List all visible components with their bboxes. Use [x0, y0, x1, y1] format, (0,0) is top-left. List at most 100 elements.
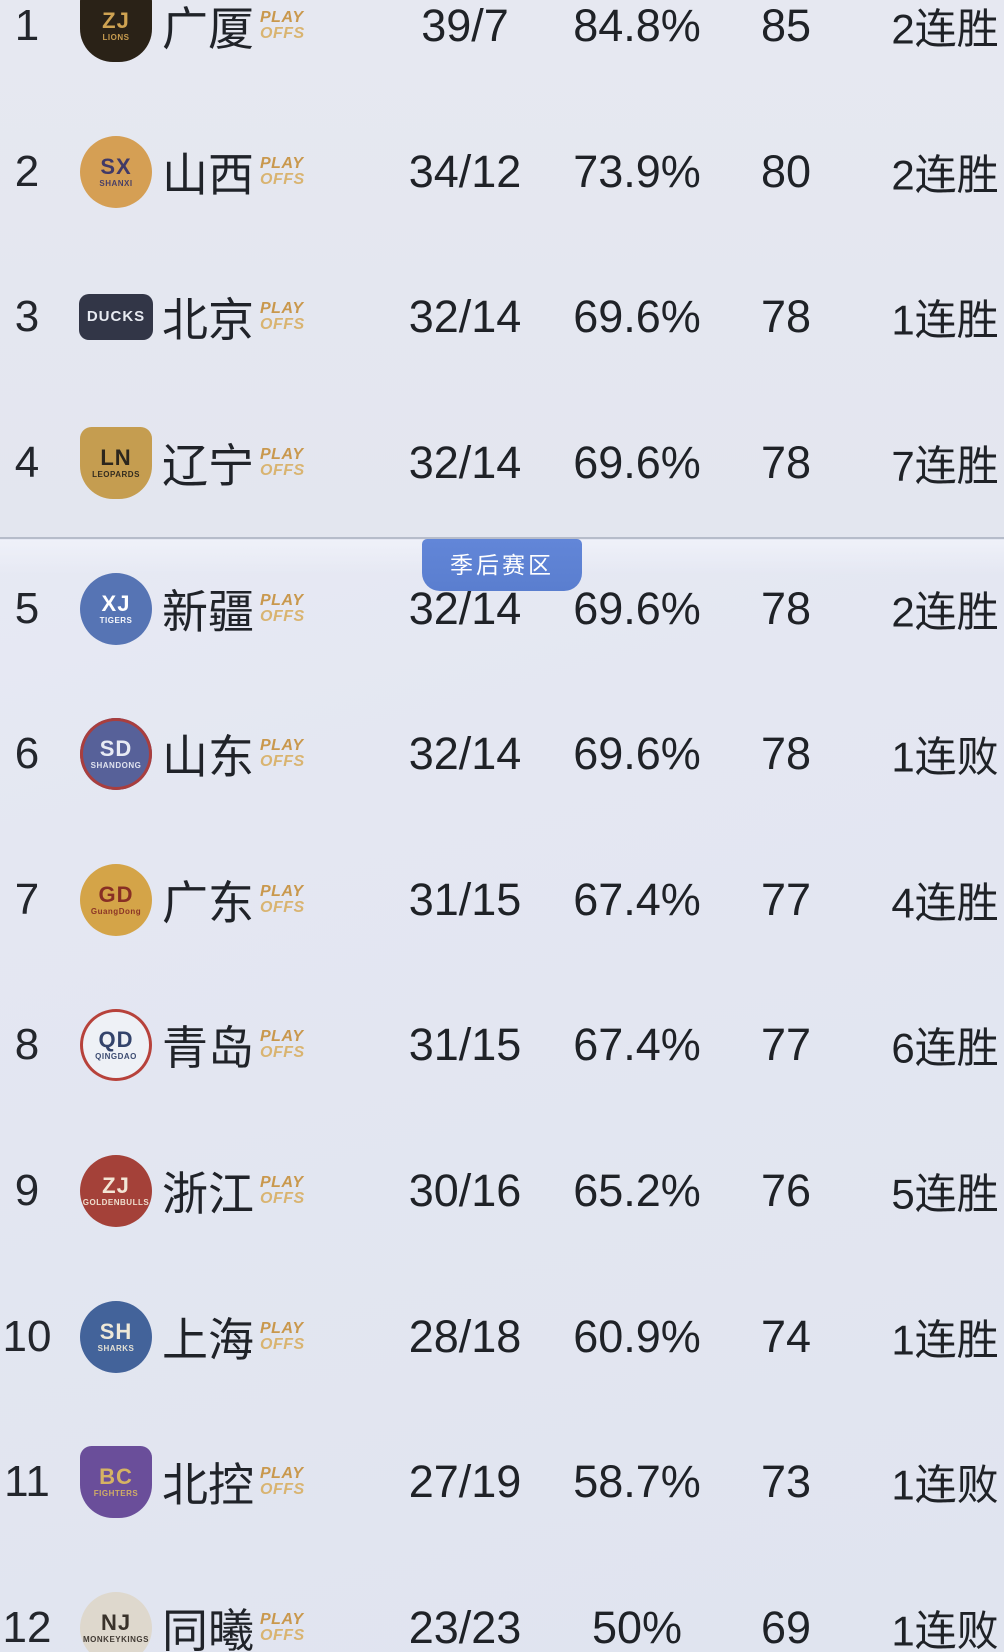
rank-cell: 10: [2, 1311, 52, 1361]
win-pct-cell: 73.9%: [573, 145, 701, 197]
standings-row[interactable]: 2 SX SHANXI 山西 PLAY OFFS 34/12 73.9% 80 …: [0, 99, 1004, 245]
playoffs-tag-line2: OFFS: [260, 25, 305, 42]
streak-cell: 1连败: [891, 1461, 999, 1509]
record-cell: 31/15: [408, 1019, 522, 1071]
record-cell: 39/7: [421, 0, 509, 51]
rank-cell: 9: [14, 1166, 40, 1216]
streak-cell: 1连胜: [891, 1316, 999, 1364]
playoffs-tag-line1: PLAY: [260, 300, 304, 318]
playoffs-tag-line2: OFFS: [260, 461, 305, 479]
streak-cell: 2连胜: [891, 5, 999, 53]
team-name: 山西: [162, 148, 254, 201]
playoffs-tag-line1: PLAY: [260, 1465, 304, 1483]
playoffs-tag: PLAY OFFS: [260, 1319, 305, 1353]
rank-cell: 5: [14, 583, 40, 633]
standings-row[interactable]: 7 GD GuangDong 广东 PLAY OFFS 31/15 67.4% …: [0, 827, 1004, 973]
team-name: 上海: [162, 1313, 254, 1366]
rank-cell: 1: [14, 1, 40, 50]
standings-row[interactable]: 11 BC FIGHTERS 北控 PLAY OFFS 27/19 58.7% …: [0, 1409, 1004, 1555]
standings-row[interactable]: 5 XJ TIGERS 新疆 PLAY OFFS 32/14 69.6% 78 …: [0, 536, 1004, 682]
team-name: 北京: [162, 294, 254, 347]
record-cell: 27/19: [408, 1456, 522, 1508]
streak-cell: 1连胜: [891, 296, 999, 344]
playoffs-tag-line1: PLAY: [260, 1319, 304, 1337]
rank-cell: 7: [14, 874, 40, 924]
standings-row[interactable]: 12 NJ MONKEYKINGS 同曦 PLAY OFFS 23/23 50%…: [0, 1555, 1004, 1652]
points-cell: 80: [760, 145, 812, 197]
rank-cell: 11: [4, 1457, 50, 1507]
record-cell: 31/15: [408, 873, 522, 925]
standings-row[interactable]: 1 ZJ LIONS 广厦 PLAY OFFS 39/7 84.8% 85 2连…: [0, 0, 1004, 99]
team-name: 同曦: [162, 1605, 254, 1652]
win-pct-cell: 84.8%: [573, 0, 701, 51]
playoffs-tag: PLAY OFFS: [260, 1175, 305, 1207]
playoffs-tag: PLAY OFFS: [260, 155, 305, 188]
streak-cell: 6连胜: [891, 1024, 999, 1072]
record-cell: 34/12: [408, 145, 522, 197]
points-cell: 77: [760, 873, 812, 925]
team-name: 北控: [162, 1459, 254, 1512]
nanjing-monkey-kings-logo: NJ MONKEYKINGS: [80, 1592, 152, 1652]
standings-row[interactable]: 8 QD QINGDAO 青岛 PLAY OFFS 31/15 67.4% 77…: [0, 972, 1004, 1118]
record-cell: 28/18: [408, 1310, 522, 1362]
streak-cell: 4连胜: [891, 879, 999, 927]
playoffs-tag-line1: PLAY: [260, 1028, 304, 1046]
zhejiang-guangsha-lions-logo: ZJ LIONS: [80, 0, 152, 62]
team-name: 广厦: [162, 3, 254, 55]
win-pct-cell: 67.4%: [573, 1019, 701, 1071]
playoffs-tag-line2: OFFS: [260, 1190, 305, 1208]
rank-cell: 3: [14, 292, 40, 342]
playoffs-tag-line1: PLAY: [260, 591, 304, 609]
playoffs-tag: PLAY OFFS: [260, 1029, 305, 1061]
standings-row[interactable]: 3 DUCKS 北京 PLAY OFFS 32/14 69.6% 78 1连胜: [0, 244, 1004, 390]
record-cell: 32/14: [408, 728, 522, 780]
win-pct-cell: 65.2%: [573, 1165, 701, 1217]
playoffs-tag-line1: PLAY: [260, 445, 304, 463]
playoffs-tag: PLAY OFFS: [260, 738, 305, 770]
standings-row[interactable]: 10 SH SHARKS 上海 PLAY OFFS 28/18 60.9% 74…: [0, 1264, 1004, 1410]
record-cell: 32/14: [408, 582, 522, 634]
standings-row[interactable]: 4 LN LEOPARDS 辽宁 PLAY OFFS 32/14 69.6% 7…: [0, 390, 1004, 536]
playoffs-tag-line1: PLAY: [260, 882, 304, 900]
playoffs-tag: PLAY OFFS: [260, 882, 305, 916]
record-cell: 23/23: [408, 1602, 522, 1652]
playoffs-tag-line2: OFFS: [260, 1627, 305, 1645]
beijing-ducks-logo: DUCKS: [79, 294, 153, 341]
playoffs-tag: PLAY OFFS: [260, 10, 305, 42]
playoffs-tag: PLAY OFFS: [260, 1612, 305, 1644]
win-pct-cell: 58.7%: [573, 1456, 701, 1508]
playoffs-tag: PLAY OFFS: [260, 301, 305, 333]
playoffs-tag-line2: OFFS: [260, 1044, 305, 1062]
playoffs-tag-line1: PLAY: [260, 1611, 304, 1629]
win-pct-cell: 69.6%: [573, 582, 701, 634]
win-pct-cell: 69.6%: [573, 436, 701, 488]
win-pct-cell: 69.6%: [573, 728, 701, 780]
team-name: 辽宁: [162, 439, 254, 492]
shanghai-sharks-logo: SH SHARKS: [80, 1300, 152, 1373]
team-name: 山东: [162, 731, 254, 784]
rank-cell: 12: [2, 1603, 52, 1652]
points-cell: 73: [760, 1456, 812, 1508]
points-cell: 69: [760, 1602, 812, 1652]
standings-row[interactable]: 9 ZJ GOLDENBULLS 浙江 PLAY OFFS 30/16 65.2…: [0, 1118, 1004, 1264]
points-cell: 85: [760, 0, 812, 51]
rank-cell: 8: [14, 1020, 40, 1070]
playoffs-tag-line2: OFFS: [260, 607, 305, 625]
xinjiang-flying-tigers-logo: XJ TIGERS: [80, 572, 152, 645]
rank-cell: 2: [14, 146, 40, 196]
playoffs-tag-line2: OFFS: [260, 753, 305, 771]
win-pct-cell: 60.9%: [573, 1310, 701, 1362]
playoffs-tag-line2: OFFS: [260, 1481, 305, 1499]
team-name: 新疆: [162, 585, 254, 638]
playoffs-tag-line2: OFFS: [260, 1335, 305, 1353]
standings-row[interactable]: 6 SD SHANDONG 山东 PLAY OFFS 32/14 69.6% 7…: [0, 681, 1004, 827]
zhejiang-golden-bulls-logo: ZJ GOLDENBULLS: [80, 1155, 152, 1228]
playoffs-tag: PLAY OFFS: [260, 591, 305, 625]
streak-cell: 2连胜: [891, 588, 999, 636]
streak-cell: 1连败: [891, 1607, 999, 1652]
playoffs-tag-line1: PLAY: [260, 737, 304, 755]
points-cell: 77: [760, 1019, 812, 1071]
playoffs-tag-line1: PLAY: [260, 9, 304, 26]
qingdao-eagles-logo: QD QINGDAO: [80, 1009, 152, 1082]
